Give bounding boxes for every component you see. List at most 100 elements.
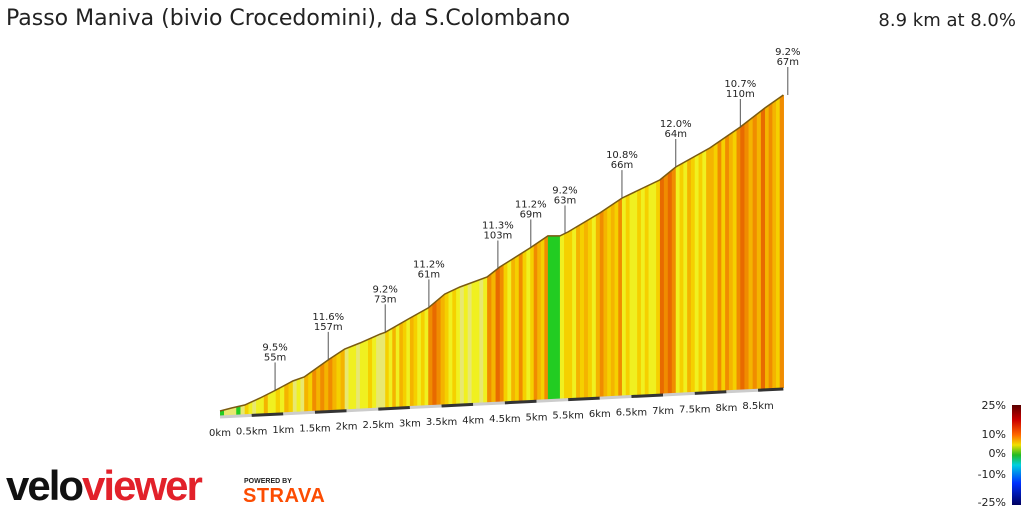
legend-label: -10% [978, 468, 1006, 481]
distance-scale-bar [314, 409, 347, 414]
profile-segment [424, 307, 429, 406]
profile-segment [706, 147, 711, 392]
x-tick-label: 1.5km [299, 423, 330, 434]
profile-segment [576, 224, 581, 399]
profile-segment [555, 235, 561, 400]
profile-segment [656, 179, 661, 395]
distance-scale-bar [219, 413, 252, 419]
profile-segment [537, 240, 542, 401]
profile-segment [308, 371, 313, 412]
profile-segment [259, 396, 265, 415]
annotation-length: 55m [264, 352, 286, 363]
profile-segment [760, 107, 766, 390]
profile-segment [376, 334, 381, 409]
annotation-grade: 9.2% [373, 284, 398, 295]
profile-segment [499, 264, 505, 403]
annotation-length: 66m [611, 160, 633, 171]
profile-outline [219, 94, 784, 412]
profile-segment [406, 318, 411, 407]
profile-segment [659, 176, 665, 395]
annotation-length: 103m [483, 231, 512, 242]
profile-segment [336, 351, 342, 411]
climb-summary: 8.9 km at 8.0% [878, 10, 1016, 31]
profile-segment [640, 187, 646, 396]
annotation-grade: 11.6% [312, 312, 344, 323]
profile-segment [300, 377, 305, 412]
profile-segment [436, 297, 442, 406]
annotation-length: 61m [418, 269, 440, 280]
profile-segment [312, 368, 317, 412]
profile-segment [479, 278, 484, 404]
annotation-grade: 9.2% [775, 47, 800, 58]
profile-segment [648, 183, 653, 395]
profile-segment [236, 405, 242, 416]
legend-label: -25% [978, 496, 1006, 509]
annotation-length: 69m [520, 209, 542, 220]
legend-label: 10% [982, 428, 1006, 441]
legend-label: 0% [989, 447, 1006, 460]
profile-segment [572, 227, 577, 399]
x-tick-label: 8.5km [742, 401, 773, 412]
profile-segment [713, 142, 719, 392]
profile-segment [271, 390, 277, 414]
x-tick-label: 2.5km [363, 420, 394, 431]
annotation-grade: 9.2% [552, 185, 577, 196]
profile-segment [779, 95, 784, 389]
gradient-legend-bar [1012, 405, 1021, 505]
profile-segment [580, 222, 585, 399]
annotation-grade: 11.2% [413, 259, 445, 270]
profile-segment [564, 231, 569, 399]
profile-segment [603, 208, 608, 397]
profile-segment [256, 398, 261, 415]
profile-segment [709, 145, 715, 392]
distance-scale-bar [504, 399, 537, 405]
x-tick-label: 4.5km [489, 414, 520, 425]
profile-segment [288, 381, 294, 413]
logo-part2: viewer [82, 462, 203, 509]
annotation-grade: 10.8% [606, 150, 638, 161]
profile-segment [540, 238, 545, 401]
profile-segment [522, 250, 527, 401]
profile-segment [518, 252, 524, 402]
profile-segment [324, 359, 329, 411]
annotation-length: 67m [777, 57, 799, 68]
profile-segment [768, 102, 773, 389]
distance-scale-bar [663, 391, 695, 397]
profile-segment [765, 105, 770, 389]
distance-scale-bar [694, 390, 727, 395]
profile-segment [352, 344, 357, 410]
profile-segment [320, 362, 325, 412]
profile-segment [732, 129, 738, 391]
annotation-length: 64m [665, 129, 687, 140]
profile-segment [372, 335, 377, 409]
profile-segment [240, 405, 246, 415]
profile-segment [633, 190, 638, 396]
profile-segment [511, 257, 516, 402]
profile-segment [432, 301, 438, 406]
profile-segment [304, 374, 309, 412]
profile-segment [263, 394, 269, 414]
x-tick-label: 6.5km [616, 408, 647, 419]
x-tick-label: 7km [652, 406, 674, 417]
profile-segment [292, 379, 298, 413]
profile-segment [637, 189, 642, 396]
profile-segment [348, 346, 353, 410]
x-tick-label: 5km [526, 412, 548, 423]
profile-segment [698, 152, 703, 393]
profile-segment [607, 205, 612, 397]
profile-segment [690, 156, 696, 393]
profile-segment [717, 140, 722, 392]
profile-segment [625, 194, 631, 396]
profile-segment [495, 267, 501, 403]
annotation-grade: 9.5% [262, 342, 287, 353]
distance-scale-bar [409, 404, 442, 410]
profile-segment [296, 378, 301, 413]
annotation-grade: 11.2% [515, 199, 547, 210]
profile-segment [483, 277, 488, 403]
annotation-length: 110m [726, 89, 755, 100]
legend-label: 25% [982, 399, 1006, 412]
distance-scale-bar [346, 407, 379, 413]
profile-segment [725, 134, 730, 391]
profile-segment [591, 215, 597, 398]
profile-segment [568, 229, 573, 399]
